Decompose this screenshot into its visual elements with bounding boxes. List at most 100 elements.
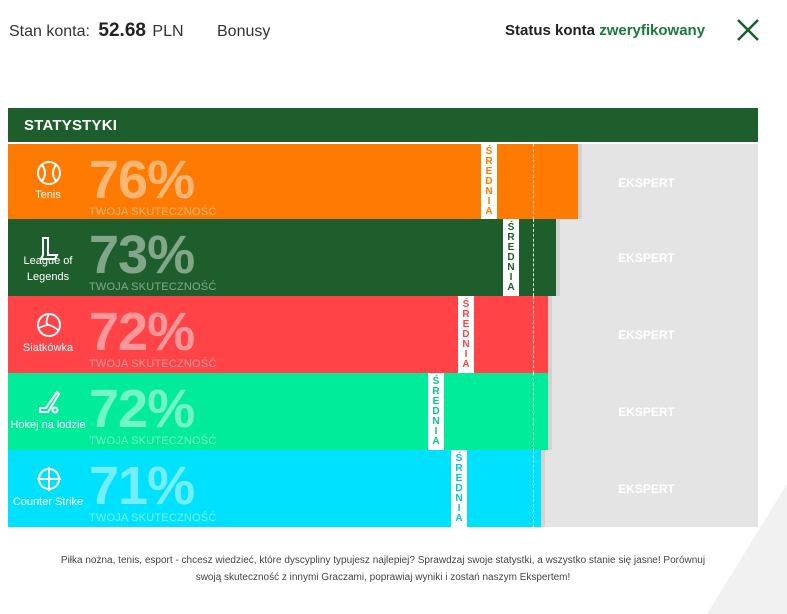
average-label-letter: E <box>432 395 440 407</box>
average-label-letter: R <box>507 231 515 243</box>
average-label-letter: R <box>485 155 493 167</box>
average-label-letter: I <box>434 425 438 437</box>
average-label-letter: I <box>487 195 491 207</box>
average-label-letter: A <box>432 435 440 447</box>
sport-icon-container <box>8 296 88 373</box>
success-percent: 73% <box>89 225 195 285</box>
footer-line-2: swoją skuteczność z innymi Graczami, pop… <box>195 572 571 583</box>
statistics-rows: Tenis 76% TWOJA SKUTECZNOŚĆ Ś R E D N I A EKSPERT L… <box>8 144 758 527</box>
average-label-letter: D <box>462 328 470 340</box>
success-percent: 72% <box>89 379 195 439</box>
average-label-letter: N <box>455 492 463 504</box>
expert-threshold-line <box>533 450 534 527</box>
average-label-letter: Ś <box>507 221 515 233</box>
average-label-letter: R <box>432 385 440 397</box>
stat-bar-shadow <box>548 373 552 450</box>
average-label-letter: Ś <box>455 452 463 464</box>
tennis-ball-icon <box>37 161 61 185</box>
average-label-letter: Ś <box>462 298 470 310</box>
average-label-letter: E <box>455 472 463 484</box>
expert-label: EKSPERT <box>618 176 675 190</box>
average-label-letter: E <box>462 318 470 330</box>
average-label-letter: Ś <box>432 375 440 387</box>
balance-currency: PLN <box>152 23 184 40</box>
expert-label: EKSPERT <box>618 328 675 342</box>
average-label-letter: D <box>507 251 515 263</box>
expert-label: EKSPERT <box>618 405 675 419</box>
statistics-title: STATYSTYKI <box>8 108 758 142</box>
sport-name: League of Legends <box>23 255 73 283</box>
success-percent: 72% <box>89 302 195 362</box>
average-label-letter: N <box>485 185 493 197</box>
success-caption: TWOJA SKUTECZNOŚĆ <box>89 512 217 524</box>
success-caption: TWOJA SKUTECZNOŚĆ <box>89 281 217 293</box>
sport-icon-container <box>8 373 88 450</box>
footer-text: Piłka nożna, tenis, esport - chcesz wied… <box>8 552 758 586</box>
expert-label: EKSPERT <box>618 251 675 265</box>
average-label-letter: A <box>455 512 463 524</box>
stat-bar-shadow <box>578 144 582 219</box>
account-bar: Stan konta: 52.68 PLN Bonusy Status kont… <box>0 0 787 64</box>
status-value: zweryfikowany <box>599 22 706 39</box>
average-label-letter: D <box>485 175 493 187</box>
average-label-letter: D <box>432 405 440 417</box>
average-label-letter: I <box>464 348 468 360</box>
hockey-stick-icon <box>39 390 61 414</box>
average-label-letter: N <box>507 261 515 273</box>
stat-row: League of Legends 73% TWOJA SKUTECZNOŚĆ Ś R E… <box>8 219 758 296</box>
average-label-letter: N <box>462 338 470 350</box>
sport-icon-container <box>8 219 88 296</box>
average-label-letter: R <box>462 308 470 320</box>
average-label-letter: A <box>462 358 470 370</box>
success-percent: 76% <box>89 150 195 210</box>
success-caption: TWOJA SKUTECZNOŚĆ <box>89 206 217 218</box>
expert-label: EKSPERT <box>618 482 675 496</box>
volleyball-icon <box>37 313 61 337</box>
balance-amount: 52.68 <box>98 20 146 41</box>
average-label-letter: I <box>457 502 461 514</box>
success-caption: TWOJA SKUTECZNOŚĆ <box>89 358 217 370</box>
average-label-letter: N <box>432 415 440 427</box>
stat-row: Counter Strike 71% TWOJA SKUTECZNOŚĆ Ś R E D N I… <box>8 450 758 527</box>
expert-threshold-line <box>533 373 534 450</box>
sport-icon-container <box>8 450 88 527</box>
stat-row: Hokej na lodzie 72% TWOJA SKUTECZNOŚĆ Ś R E D N… <box>8 373 758 450</box>
account-status: Status konta zweryfikowany <box>505 22 705 39</box>
average-label-letter: E <box>485 165 493 177</box>
stat-bar-fill <box>8 219 556 296</box>
close-icon[interactable] <box>735 17 761 43</box>
sport-name: Siatkówka <box>22 342 74 354</box>
stat-row: Siatkówka 72% TWOJA SKUTECZNOŚĆ Ś R E D N I A EKSP… <box>8 296 758 373</box>
sport-name: Hokej na lodzie <box>10 419 86 431</box>
sport-name: Counter Strike <box>12 496 84 508</box>
stat-bar-shadow <box>541 450 545 527</box>
average-label-letter: D <box>455 482 463 494</box>
average-label-letter: A <box>485 205 493 217</box>
average-label-letter: R <box>455 462 463 474</box>
success-percent: 71% <box>89 456 195 516</box>
stat-bar-shadow <box>556 219 560 296</box>
statistics-panel: STATYSTYKI Tenis 76% TWOJA SKUTECZNOŚĆ Ś R E D… <box>8 108 758 527</box>
average-label-letter: E <box>507 241 515 253</box>
balance-label: Stan konta: <box>9 23 90 40</box>
bonus-link[interactable]: Bonusy <box>217 23 271 40</box>
sport-name: Tenis <box>35 189 61 201</box>
expert-threshold-line <box>533 219 534 296</box>
expert-threshold-line <box>533 144 534 219</box>
stat-row: Tenis 76% TWOJA SKUTECZNOŚĆ Ś R E D N I A EKSPERT <box>8 144 758 219</box>
stat-bar-shadow <box>548 296 552 373</box>
success-caption: TWOJA SKUTECZNOŚĆ <box>89 435 217 447</box>
status-label: Status konta <box>505 22 596 39</box>
average-label-letter: I <box>509 271 513 283</box>
footer-line-1: Piłka nożna, tenis, esport - chcesz wied… <box>60 555 706 566</box>
average-label-letter: Ś <box>485 145 493 157</box>
account-balance: Stan konta: 52.68 PLN <box>9 20 184 42</box>
crosshair-icon <box>37 467 61 491</box>
sport-icon-container <box>8 144 88 219</box>
average-label-letter: A <box>507 281 515 293</box>
